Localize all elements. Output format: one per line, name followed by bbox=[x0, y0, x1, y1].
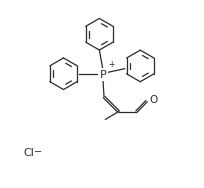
Text: −: − bbox=[34, 147, 42, 157]
Text: P: P bbox=[100, 70, 106, 80]
Text: +: + bbox=[109, 60, 115, 69]
Text: Cl: Cl bbox=[23, 148, 34, 158]
Text: O: O bbox=[149, 96, 157, 105]
